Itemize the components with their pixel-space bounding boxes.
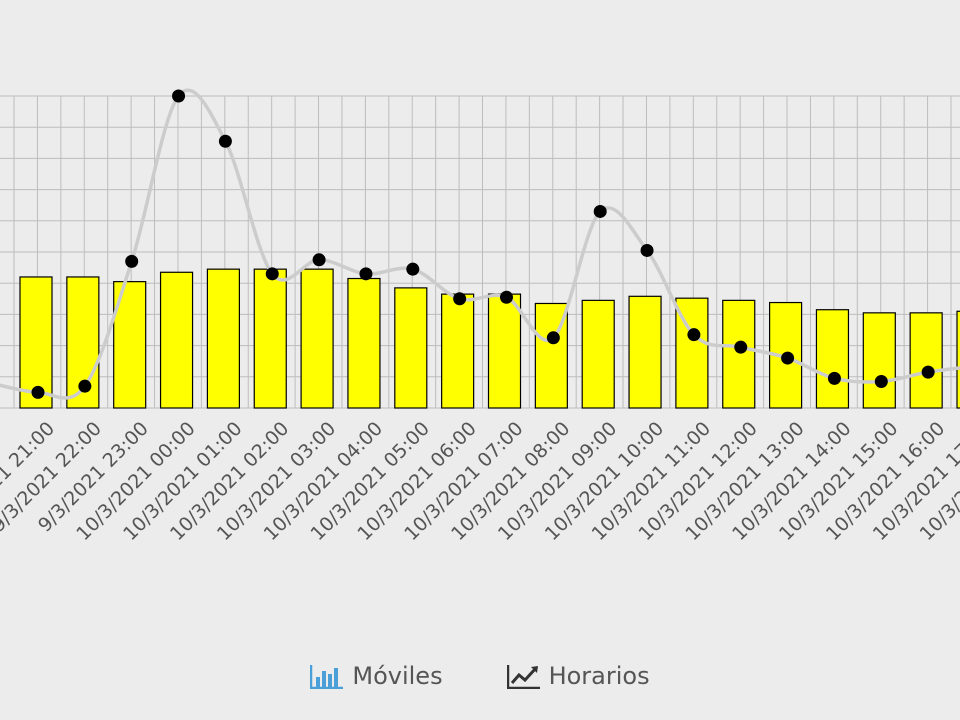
data-point[interactable]: [734, 340, 748, 354]
legend: Móviles Horarios: [0, 656, 960, 696]
bar[interactable]: [581, 299, 615, 409]
data-point[interactable]: [546, 331, 560, 345]
bar[interactable]: [628, 295, 662, 409]
bar[interactable]: [159, 271, 194, 409]
data-point[interactable]: [218, 134, 232, 148]
data-point[interactable]: [874, 374, 888, 388]
bar-series-moviles: [19, 268, 960, 409]
data-point[interactable]: [827, 371, 841, 385]
bar[interactable]: [300, 268, 334, 409]
data-point[interactable]: [359, 267, 373, 281]
bar[interactable]: [909, 312, 943, 409]
data-point[interactable]: [31, 385, 45, 399]
bar-chart-icon: [310, 663, 344, 689]
data-point[interactable]: [500, 290, 513, 304]
data-point[interactable]: [172, 89, 186, 103]
bar[interactable]: [347, 277, 381, 409]
data-point[interactable]: [265, 267, 279, 281]
bar[interactable]: [253, 268, 287, 409]
bar[interactable]: [487, 293, 522, 409]
bar[interactable]: [19, 276, 53, 409]
bar[interactable]: [722, 299, 756, 409]
line-series-horarios: [0, 88, 960, 400]
data-point[interactable]: [921, 365, 935, 379]
data-point[interactable]: [406, 262, 420, 276]
legend-item-horarios[interactable]: Horarios: [506, 662, 650, 690]
data-point[interactable]: [453, 292, 467, 306]
bar[interactable]: [441, 293, 475, 409]
data-point[interactable]: [687, 328, 701, 342]
bar[interactable]: [862, 312, 896, 409]
x-axis-tick-labels: 9/3/2021 21:009/3/2021 22:009/3/2021 23:…: [0, 418, 960, 545]
bar[interactable]: [206, 268, 240, 409]
bar[interactable]: [394, 287, 428, 409]
bar[interactable]: [815, 309, 850, 409]
bar[interactable]: [956, 310, 960, 409]
legend-label-horarios: Horarios: [548, 662, 650, 690]
data-point[interactable]: [781, 351, 795, 365]
data-point[interactable]: [125, 254, 139, 268]
data-point[interactable]: [640, 243, 654, 257]
data-point[interactable]: [78, 379, 92, 393]
legend-label-moviles: Móviles: [352, 662, 443, 690]
data-point[interactable]: [593, 204, 607, 218]
legend-item-moviles[interactable]: Móviles: [310, 662, 443, 690]
chart: 9/3/2021 21:009/3/2021 22:009/3/2021 23:…: [0, 88, 960, 545]
line-chart-icon: [506, 663, 541, 689]
data-point[interactable]: [312, 253, 326, 267]
